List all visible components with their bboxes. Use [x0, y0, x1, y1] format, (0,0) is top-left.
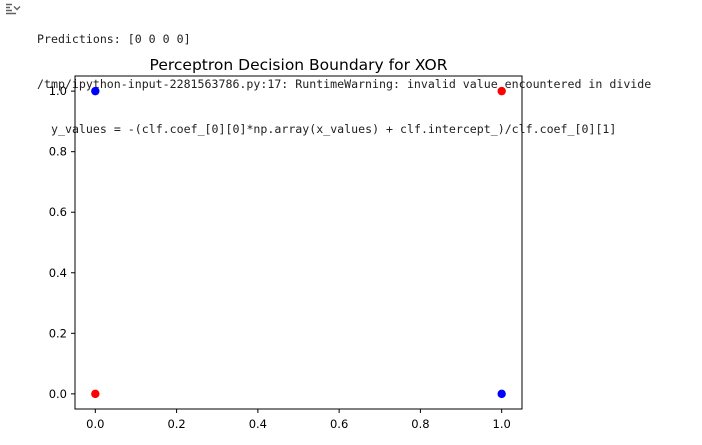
x-tick-label: 0.4 — [249, 417, 267, 431]
data-point — [91, 389, 100, 399]
predictions-line: Predictions: [0 0 0 0] — [37, 32, 191, 46]
stream-output: Predictions: [0 0 0 0] /tmp/ipython-inpu… — [37, 2, 651, 167]
y-tick-label: 1.0 — [49, 84, 67, 98]
x-tick-label: 0.8 — [411, 417, 429, 431]
chart-title: Perceptron Decision Boundary for XOR — [150, 56, 448, 74]
x-tick-label: 1.0 — [493, 417, 511, 431]
x-tick-label: 0.6 — [330, 417, 348, 431]
y-tick-label: 0.4 — [49, 266, 67, 280]
x-tick-label: 0.0 — [86, 417, 104, 431]
y-tick-label: 0.2 — [49, 326, 67, 340]
plot-frame — [74, 75, 523, 410]
data-point — [497, 86, 506, 96]
warning-line: /tmp/ipython-input-2281563786.py:17: Run… — [37, 77, 652, 91]
y-tick-label: 0.0 — [49, 387, 67, 401]
data-point — [91, 86, 100, 96]
x-tick-label: 0.2 — [167, 417, 185, 431]
output-toggle-icon[interactable] — [5, 2, 21, 16]
warning-code-line: y_values = -(clf.coef_[0][0]*np.array(x_… — [51, 122, 617, 136]
y-tick-label: 0.6 — [49, 205, 67, 219]
data-point — [497, 389, 506, 399]
y-tick-label: 0.8 — [49, 145, 67, 159]
